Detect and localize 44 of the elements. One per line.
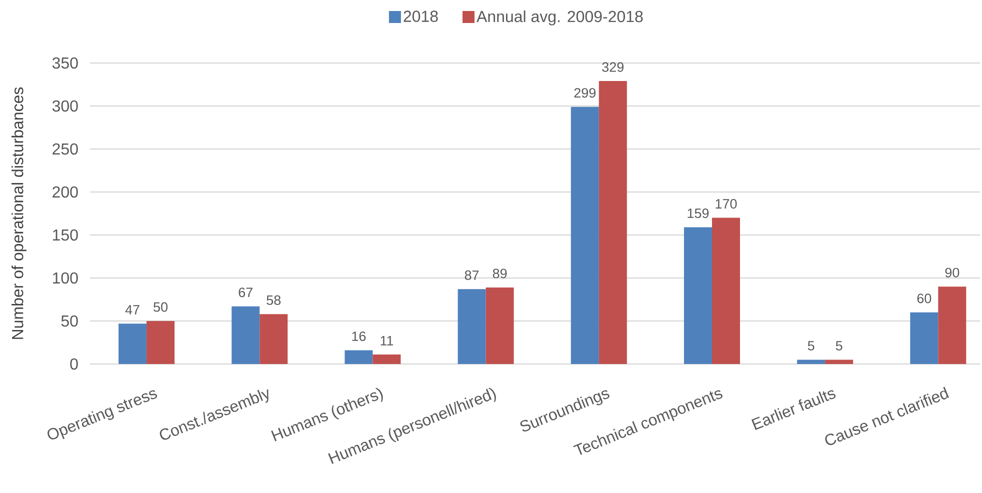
y-tick-label: 50 xyxy=(61,315,78,327)
bar xyxy=(146,321,175,364)
data-label: 47 xyxy=(125,305,140,314)
bar xyxy=(372,354,401,364)
bar xyxy=(260,314,288,364)
bar xyxy=(598,81,627,364)
bar xyxy=(938,286,966,364)
data-label: 60 xyxy=(917,294,932,304)
bar xyxy=(344,350,373,364)
data-label: 67 xyxy=(238,288,252,298)
data-label: 170 xyxy=(716,199,737,209)
data-label: 159 xyxy=(688,208,709,218)
bar xyxy=(458,289,486,364)
data-label: 5 xyxy=(808,341,814,350)
data-label: 58 xyxy=(266,295,281,305)
y-tick-label: 350 xyxy=(52,57,78,69)
legend-label: 2018 xyxy=(404,10,438,22)
y-tick-label: 300 xyxy=(52,100,78,112)
x-tick-label: Earlier faults xyxy=(751,390,836,430)
bar xyxy=(570,106,599,364)
bar xyxy=(797,360,826,364)
data-label: 329 xyxy=(602,62,624,72)
y-tick-label: 100 xyxy=(53,272,78,284)
y-tick-label: 250 xyxy=(52,143,78,155)
data-label: 16 xyxy=(352,331,366,342)
bar xyxy=(825,360,854,364)
data-label: 90 xyxy=(945,268,960,278)
y-tick-label: 150 xyxy=(53,229,78,241)
bar xyxy=(118,324,147,364)
y-tick-label: 0 xyxy=(70,358,78,370)
bar xyxy=(712,218,740,364)
data-label: 5 xyxy=(836,341,842,350)
data-label: 299 xyxy=(574,88,596,98)
bar xyxy=(232,306,260,364)
bar xyxy=(910,312,938,364)
data-label: 11 xyxy=(380,336,394,346)
y-axis-title: Number of operational disturbances xyxy=(12,87,26,339)
y-tick-label: 200 xyxy=(52,186,78,198)
bar xyxy=(684,227,712,364)
bar xyxy=(486,287,514,364)
legend-label: Annual avg. 2009-2018 xyxy=(476,10,643,26)
data-label: 89 xyxy=(492,268,507,278)
data-label: 87 xyxy=(464,270,479,280)
data-label: 50 xyxy=(154,302,168,312)
